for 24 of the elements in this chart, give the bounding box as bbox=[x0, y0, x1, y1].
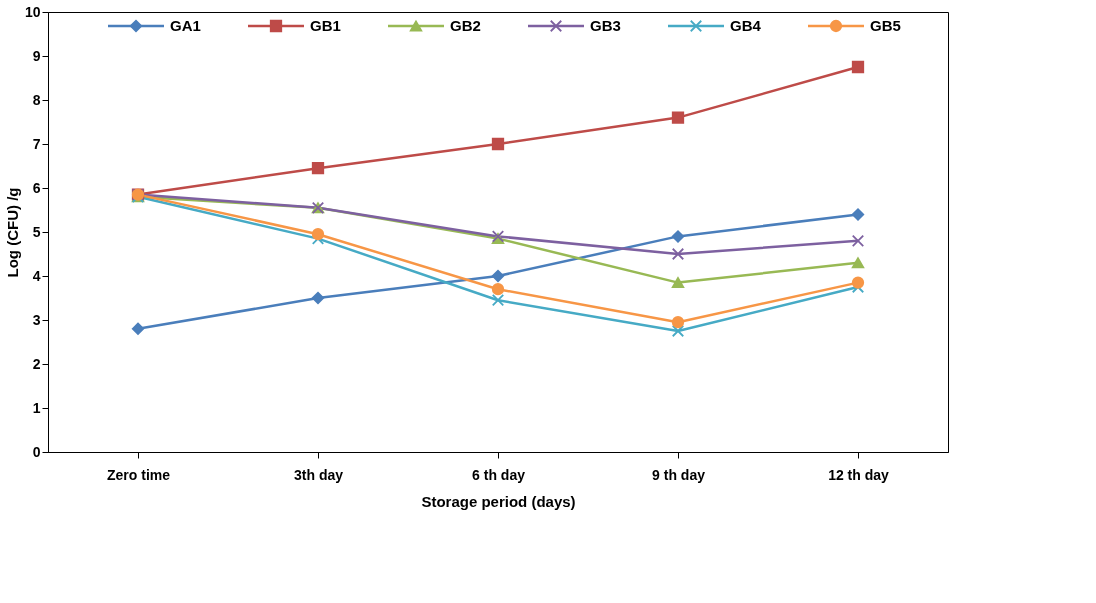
legend-label: GB1 bbox=[310, 17, 341, 34]
y-tick-label: 5 bbox=[32, 223, 41, 240]
y-tick-label: 0 bbox=[32, 443, 41, 460]
y-axis-title: Log (CFU) /g bbox=[3, 187, 21, 278]
y-tick-label: 4 bbox=[32, 267, 41, 284]
legend-label: GB2 bbox=[450, 17, 481, 34]
y-tick-label: 9 bbox=[32, 47, 41, 64]
legend-label: GB5 bbox=[870, 17, 901, 34]
x-axis-title: Storage period (days) bbox=[421, 492, 576, 510]
x-tick-label: 6 th day bbox=[472, 466, 526, 483]
x-tick-label: 12 th day bbox=[828, 466, 890, 483]
legend-label: GB3 bbox=[590, 17, 621, 34]
y-tick-label: 7 bbox=[32, 135, 41, 152]
x-tick-label: 3th day bbox=[293, 466, 344, 483]
y-tick-label: 2 bbox=[32, 355, 41, 372]
legend-label: GB4 bbox=[730, 17, 762, 34]
y-tick-label: 10 bbox=[24, 3, 41, 20]
y-tick-label: 1 bbox=[32, 399, 41, 416]
x-tick-label: Zero time bbox=[106, 466, 171, 483]
y-tick-label: 6 bbox=[32, 179, 41, 196]
y-tick-label: 3 bbox=[32, 311, 41, 328]
y-tick-label: 8 bbox=[32, 91, 41, 108]
legend-label: GA1 bbox=[170, 17, 201, 34]
x-tick-label: 9 th day bbox=[652, 466, 706, 483]
